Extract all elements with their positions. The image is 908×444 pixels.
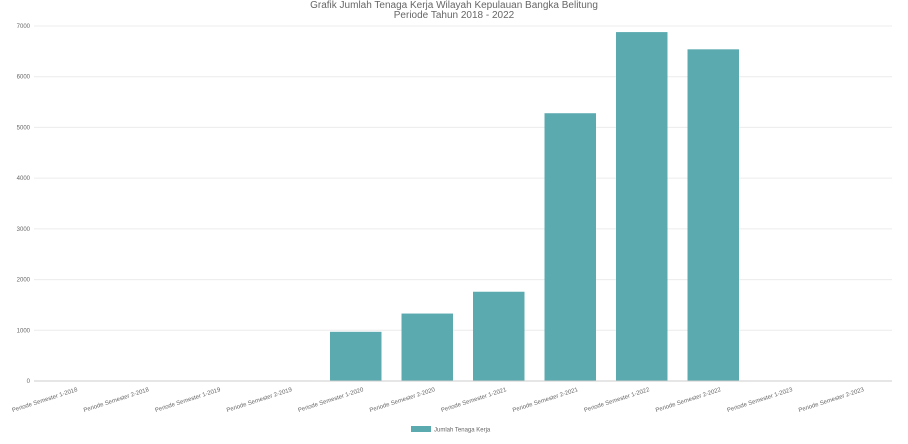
chart-title: Grafik Jumlah Tenaga Kerja Wilayah Kepul… bbox=[310, 0, 598, 11]
y-axis-ticks: 0 1000 2000 3000 4000 5000 6000 7000 bbox=[17, 24, 31, 385]
x-tick-label: Periode Semester 2-2018 bbox=[83, 387, 151, 414]
x-tick-label: Periode Semester 2-2022 bbox=[655, 387, 723, 414]
x-tick-label: Periode Semester 1-2022 bbox=[583, 387, 651, 414]
chart-subtitle: Periode Tahun 2018 - 2022 bbox=[394, 10, 515, 21]
y-tick-label: 5000 bbox=[17, 125, 31, 131]
y-tick-label: 7000 bbox=[17, 24, 31, 30]
x-tick-label: Periode Semester 1-2023 bbox=[726, 387, 794, 414]
x-tick-label: Periode Semester 2-2020 bbox=[369, 387, 437, 414]
bar[interactable] bbox=[330, 331, 382, 381]
legend[interactable]: Jumlah Tenaga Kerja bbox=[411, 426, 491, 434]
gridlines bbox=[34, 25, 892, 331]
bar[interactable] bbox=[616, 32, 668, 381]
bar[interactable] bbox=[473, 291, 525, 381]
legend-label[interactable]: Jumlah Tenaga Kerja bbox=[434, 428, 491, 434]
x-tick-label: Periode Semester 2-2019 bbox=[226, 387, 294, 414]
y-tick-label: 4000 bbox=[17, 176, 31, 182]
bar[interactable] bbox=[401, 313, 453, 381]
bar[interactable] bbox=[544, 113, 596, 381]
y-tick-label: 3000 bbox=[17, 227, 31, 233]
y-tick-label: 0 bbox=[27, 379, 31, 385]
x-tick-label: Periode Semester 1-2020 bbox=[297, 387, 365, 414]
y-tick-label: 6000 bbox=[17, 75, 31, 81]
x-tick-label: Periode Semester 2-2023 bbox=[798, 387, 866, 414]
x-axis-ticks: Periode Semester 1-2018 Periode Semester … bbox=[11, 387, 865, 414]
bar[interactable] bbox=[687, 49, 739, 381]
x-tick-label: Periode Semester 1-2021 bbox=[440, 387, 508, 414]
y-tick-label: 1000 bbox=[17, 328, 31, 334]
x-tick-label: Periode Semester 2-2021 bbox=[512, 387, 580, 414]
legend-swatch[interactable] bbox=[411, 426, 431, 432]
x-tick-label: Periode Semester 1-2018 bbox=[11, 387, 79, 414]
y-tick-label: 2000 bbox=[17, 278, 31, 284]
bar-series bbox=[258, 32, 739, 381]
x-tick-label: Periode Semester 1-2019 bbox=[154, 387, 222, 414]
